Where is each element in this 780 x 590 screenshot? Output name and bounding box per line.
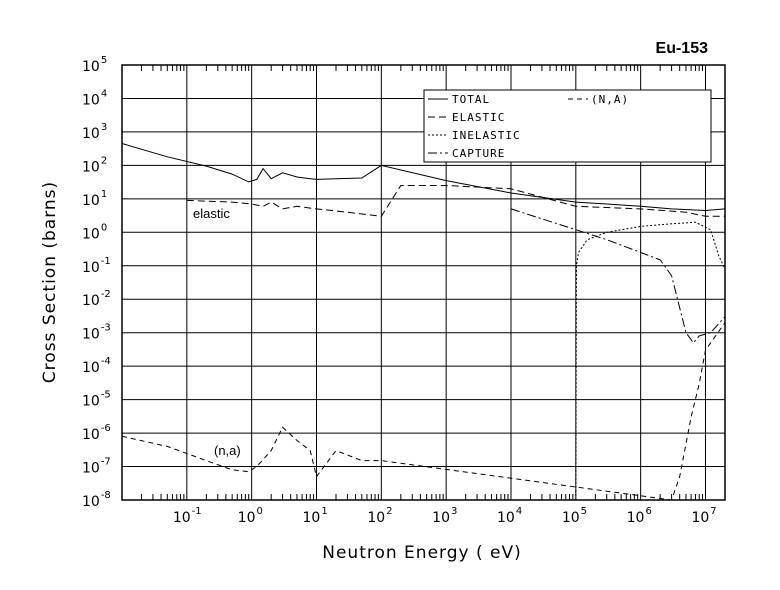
y-tick-base: 10 (82, 360, 100, 376)
y-tick-base: 10 (82, 260, 100, 276)
x-tick-exponent: 3 (451, 506, 457, 517)
y-tick-label: 10-3 (82, 323, 111, 343)
x-tick-base: 10 (562, 510, 580, 526)
x-tick-exponent: 7 (710, 506, 716, 517)
y-tick-exponent: -2 (101, 289, 111, 300)
series-line-total (121, 143, 726, 212)
y-tick-label: 10-7 (82, 457, 111, 477)
y-tick-exponent: 4 (101, 88, 107, 99)
series-line-capture (510, 208, 726, 344)
x-tick-label: 103 (432, 506, 457, 526)
y-tick-base: 10 (82, 159, 100, 175)
x-tick-base: 10 (432, 510, 450, 526)
x-tick-label: 105 (562, 506, 587, 526)
y-tick-base: 10 (82, 327, 100, 343)
y-tick-exponent: 3 (101, 122, 107, 133)
y-tick-label: 104 (82, 88, 107, 108)
legend: TOTAL ELASTIC INELASTIC CAPTURE (N,A) (423, 89, 712, 163)
y-tick-exponent: 1 (101, 189, 107, 200)
y-tick-exponent: -4 (101, 356, 111, 367)
legend-label: ELASTIC (452, 111, 505, 124)
y-tick-exponent: 2 (101, 155, 107, 166)
y-tick-label: 10-4 (82, 356, 111, 376)
y-tick-label: 105 (82, 55, 107, 75)
y-tick-label: 10-1 (82, 256, 111, 276)
legend-label: INELASTIC (452, 129, 521, 142)
x-tick-label: 104 (497, 506, 522, 526)
y-tick-label: 10-6 (82, 423, 111, 443)
y-axis-label: Cross Section (barns) (40, 181, 60, 383)
legend-label: (N,A) (591, 93, 629, 106)
x-tick-base: 10 (497, 510, 515, 526)
legend-label: TOTAL (452, 93, 490, 106)
annotation-n-a: (n,a) (214, 443, 241, 458)
series-line-n-a (121, 322, 726, 501)
y-tick-exponent: -8 (101, 490, 111, 501)
chart-title: Eu-153 (656, 40, 709, 57)
legend-box (423, 89, 712, 163)
x-axis-label: Neutron Energy ( eV) (322, 543, 522, 563)
y-tick-exponent: -3 (101, 323, 111, 334)
y-tick-base: 10 (82, 494, 100, 510)
annotation-elastic: elastic (193, 206, 230, 221)
x-tick-exponent: 4 (516, 506, 522, 517)
series-line-elastic (186, 185, 725, 217)
x-tick-base: 10 (173, 510, 191, 526)
y-tick-base: 10 (82, 293, 100, 309)
x-tick-base: 10 (627, 510, 645, 526)
x-tick-label: 101 (302, 506, 327, 526)
x-tick-base: 10 (691, 510, 709, 526)
y-tick-base: 10 (82, 59, 100, 75)
x-tick-label: 102 (367, 506, 392, 526)
y-tick-exponent: 0 (101, 222, 107, 233)
plot-frame (121, 64, 726, 501)
x-tick-label: 10-1 (173, 506, 202, 526)
x-tick-exponent: 6 (645, 506, 651, 517)
y-tick-exponent: -1 (101, 256, 111, 267)
y-tick-base: 10 (82, 193, 100, 209)
x-tick-labels: 10-1 100 101 102 103 104 105 106 107 (173, 506, 717, 526)
y-tick-exponent: -6 (101, 423, 111, 434)
y-tick-label: 10-2 (82, 289, 111, 309)
x-tick-exponent: -1 (192, 506, 202, 517)
y-tick-base: 10 (82, 427, 100, 443)
x-tick-label: 106 (627, 506, 652, 526)
y-tick-exponent: 5 (101, 55, 107, 66)
x-tick-label: 100 (238, 506, 263, 526)
y-tick-label: 103 (82, 122, 107, 142)
series-layer (121, 143, 726, 501)
x-tick-exponent: 5 (581, 506, 587, 517)
x-tick-exponent: 1 (321, 506, 327, 517)
y-tick-label: 10-5 (82, 390, 111, 410)
x-tick-base: 10 (367, 510, 385, 526)
y-tick-label: 100 (82, 222, 107, 242)
y-tick-label: 102 (82, 155, 107, 175)
x-tick-base: 10 (238, 510, 256, 526)
y-tick-exponent: -7 (101, 457, 111, 468)
x-tick-exponent: 2 (386, 506, 392, 517)
x-tick-base: 10 (302, 510, 320, 526)
y-tick-base: 10 (82, 461, 100, 477)
y-tick-label: 101 (82, 189, 107, 209)
x-tick-label: 107 (691, 506, 716, 526)
y-tick-base: 10 (82, 92, 100, 108)
y-tick-base: 10 (82, 394, 100, 410)
y-tick-label: 10-8 (82, 490, 111, 510)
x-tick-exponent: 0 (256, 506, 262, 517)
y-tick-labels: 10510410310210110010-110-210-310-410-510… (82, 55, 111, 510)
y-tick-base: 10 (82, 226, 100, 242)
legend-label: CAPTURE (452, 147, 505, 160)
y-tick-exponent: -5 (101, 390, 111, 401)
y-tick-base: 10 (82, 126, 100, 142)
